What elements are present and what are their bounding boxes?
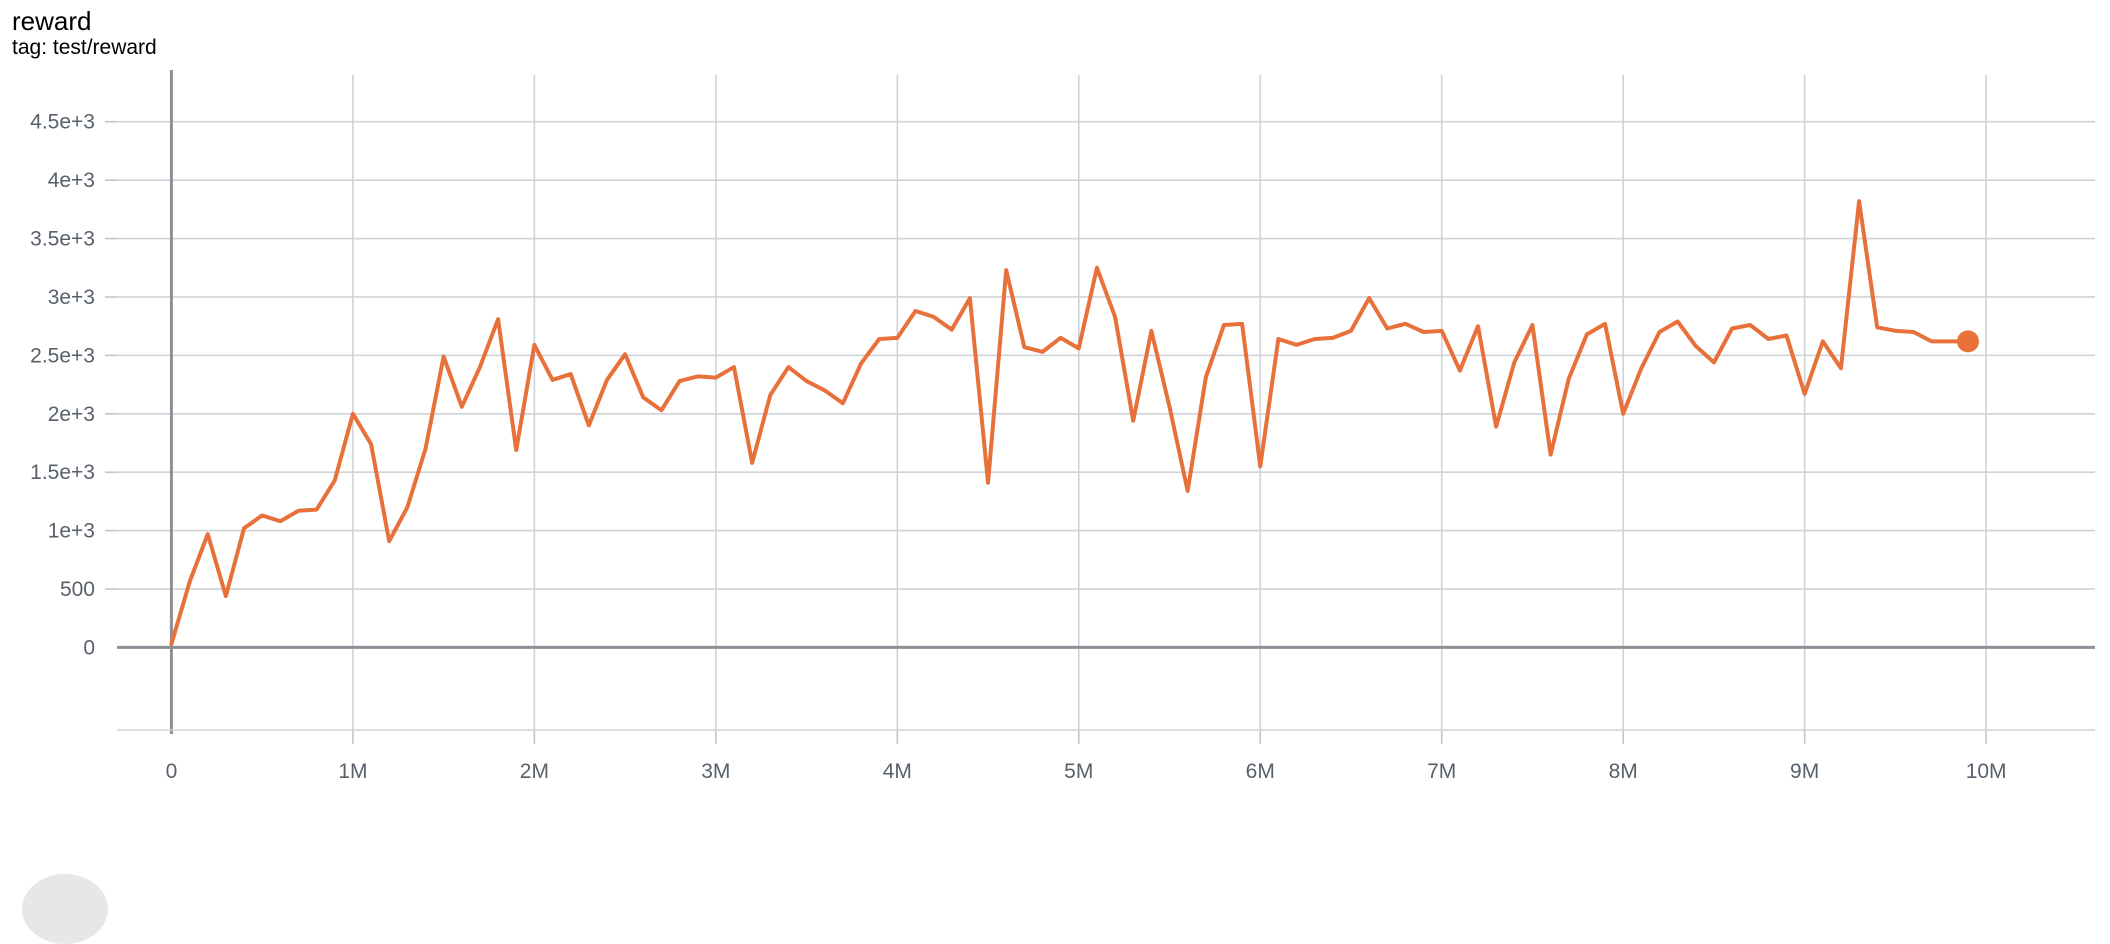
x-axis-tick-label: 5M: [1064, 760, 1093, 783]
y-axis-labels: 0 500 1e+3 1.5e+3 2e+3 2.5e+3 3e+3 3.5e+3 4e+3 4.…: [30, 111, 95, 660]
y-axis-tick-label: 0: [83, 636, 95, 659]
y-axis-tick-label: 4.5e+3: [30, 111, 95, 134]
x-axis-labels: 0 1M 2M 3M 4M 5M 6M 7M 8M 9M 10M: [166, 760, 2007, 783]
series-line-test/reward: [169, 199, 1970, 646]
tickmarks-group: [105, 120, 1987, 744]
line-chart-svg[interactable]: 0 500 1e+3 1.5e+3 2e+3 2.5e+3 3e+3 3.5e+3 4e+3 4.…: [0, 60, 2110, 910]
x-axis-tick-label: 1M: [338, 760, 367, 783]
y-axis-tick-label: 3.5e+3: [30, 228, 95, 251]
x-axis-tick-label: 2M: [520, 760, 549, 783]
y-axis-tick-label: 1.5e+3: [30, 461, 95, 484]
x-axis-tick-label: 6M: [1246, 760, 1275, 783]
x-axis-tick-label: 8M: [1609, 760, 1638, 783]
y-axis-tick-label: 3e+3: [48, 286, 95, 309]
x-axis-tick-label: 3M: [701, 760, 730, 783]
series-group: [169, 199, 1979, 646]
x-axis-tick-label: 10M: [1966, 760, 2007, 783]
x-axis-tick-label: 7M: [1427, 760, 1456, 783]
x-axis-tick-label: 9M: [1790, 760, 1819, 783]
plot-area[interactable]: 0 500 1e+3 1.5e+3 2e+3 2.5e+3 3e+3 3.5e+3 4e+3 4.…: [0, 60, 2110, 944]
y-axis-tick-label: 2.5e+3: [30, 344, 95, 367]
y-axis-tick-label: 500: [60, 578, 95, 601]
gridlines-group: [117, 75, 2095, 730]
chart-header: reward tag: test/reward: [12, 6, 157, 60]
x-axis-tick-label: 0: [166, 760, 178, 783]
series-endpoint-marker: [1956, 330, 1979, 353]
page-title: reward: [12, 6, 92, 36]
y-axis-tick-label: 2e+3: [48, 403, 95, 426]
chart-tag-label: tag: test/reward: [12, 36, 157, 60]
y-axis-tick-label: 4e+3: [48, 169, 95, 192]
axes-group: [117, 70, 2095, 734]
chart-card: reward tag: test/reward 0 500 1e+3 1.5e+3 2e…: [0, 6, 2110, 944]
x-axis-tick-label: 4M: [883, 760, 912, 783]
y-axis-tick-label: 1e+3: [48, 520, 95, 543]
